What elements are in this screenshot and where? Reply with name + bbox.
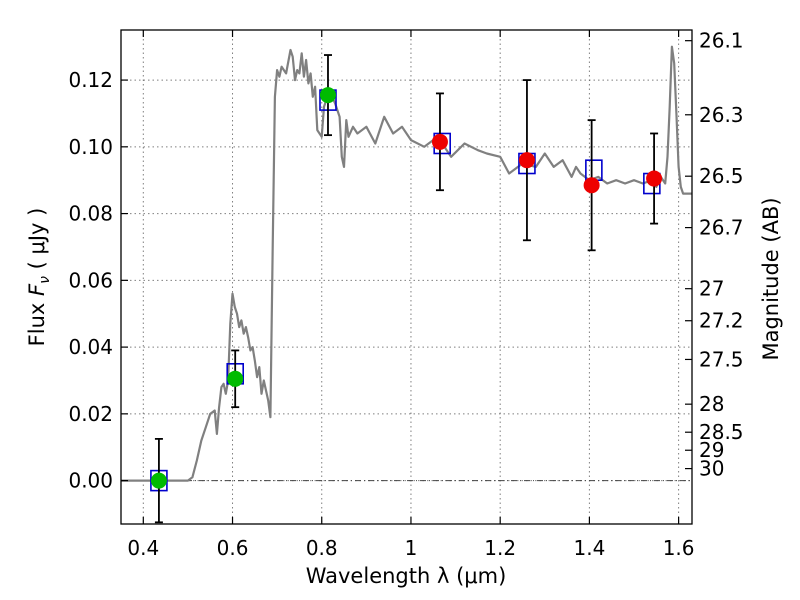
y2-tick-label: 27 — [699, 277, 724, 301]
y-tick-label: 0.12 — [68, 68, 113, 92]
y2-axis-label: Magnitude (AB) — [759, 197, 783, 360]
x-tick-labels: 0.4 0.6 0.8 1 1.2 1.4 1.6 — [127, 536, 694, 560]
observed-point-red — [431, 133, 448, 150]
observed-point-red — [583, 177, 600, 194]
x-tick-label: 0.8 — [306, 536, 338, 560]
model-box-series — [150, 89, 661, 492]
y2-tick-label: 27.5 — [699, 347, 744, 371]
tick-marks — [121, 30, 692, 524]
y2-tick-label: 26.1 — [699, 29, 744, 53]
y2-tick-label: 26.3 — [699, 103, 744, 127]
y2-tick-label: 29 — [699, 438, 724, 462]
x-tick-label: 1 — [405, 536, 418, 560]
y-tick-label: 0.08 — [68, 202, 113, 226]
y-axis-label-symbol: F — [25, 283, 49, 296]
observed-point-green — [319, 87, 336, 104]
y-tick-label: 0.00 — [68, 469, 113, 493]
observed-point-green — [150, 472, 167, 489]
y-tick-label: 0.04 — [68, 335, 113, 359]
y2-tick-label: 27.2 — [699, 309, 744, 333]
y-tick-label: 0.10 — [68, 135, 113, 159]
y2-tick-label: 28 — [699, 392, 724, 416]
observed-point-red — [646, 170, 663, 187]
observed-point-series — [150, 87, 663, 489]
spectrum-series — [121, 45, 692, 482]
x-tick-label: 0.6 — [217, 536, 249, 560]
y-axis-label-unit: ( μJy ) — [25, 208, 49, 276]
x-tick-label: 0.4 — [127, 536, 159, 560]
y-tick-labels: 0.00 0.02 0.04 0.06 0.08 0.10 0.12 — [68, 68, 113, 493]
grid-lines — [121, 30, 692, 524]
y-axis-label-prefix: Flux — [25, 296, 49, 346]
errorbar-series — [154, 54, 659, 524]
observed-point-red — [518, 152, 535, 169]
x-tick-label: 1.4 — [573, 536, 605, 560]
y-tick-label: 0.06 — [68, 268, 113, 292]
x-tick-label: 1.2 — [484, 536, 516, 560]
y2-tick-label: 28.5 — [699, 420, 744, 444]
spectrum-line — [121, 45, 692, 482]
x-axis-label: Wavelength λ (μm) — [306, 564, 507, 588]
y2-tick-label: 26.5 — [699, 164, 744, 188]
y2-tick-label: 30 — [699, 457, 724, 481]
y-axis-label: Flux Fν ( μJy ) — [25, 208, 53, 347]
y2-tick-label: 26.7 — [699, 216, 744, 240]
observed-point-green — [227, 370, 244, 387]
x-tick-label: 1.6 — [663, 536, 695, 560]
plot-frame — [120, 29, 693, 525]
y-axis-label-subscript: ν — [37, 276, 53, 284]
y-tick-label: 0.02 — [68, 402, 113, 426]
